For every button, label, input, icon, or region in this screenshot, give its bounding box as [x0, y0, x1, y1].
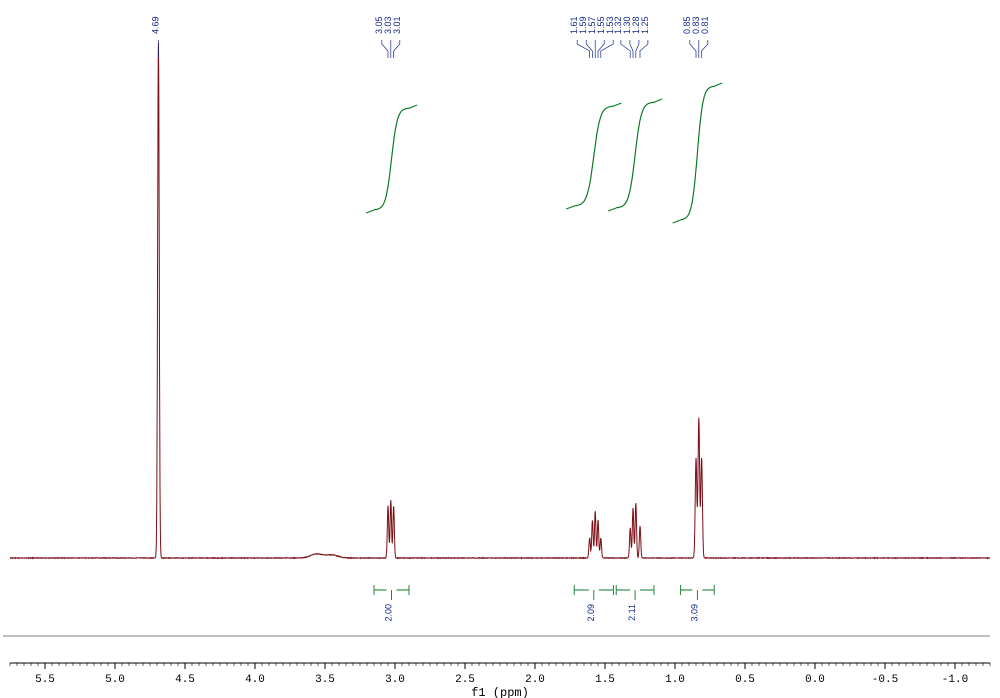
peak-label: 4.69: [150, 16, 160, 34]
integral-value: 2.11: [627, 604, 637, 621]
x-tick-label: 0.5: [735, 674, 755, 686]
peak-label: 3.01: [392, 16, 402, 34]
x-tick-label: 2.5: [455, 674, 475, 686]
x-tick-label: 3.5: [315, 674, 335, 686]
integral-value: 2.00: [384, 604, 394, 622]
integral-bracket: [616, 585, 654, 600]
integral-bracket: [374, 585, 409, 600]
integral-bracket: [681, 585, 715, 600]
peak-connector: [702, 40, 708, 58]
integral-curve: [608, 99, 662, 211]
peak-connector: [621, 40, 630, 58]
x-tick-label: -1.0: [942, 674, 968, 686]
x-tick-label: -0.5: [872, 674, 898, 686]
spectrum-svg: 4.693.053.033.011.611.591.571.551.531.32…: [0, 0, 1000, 698]
x-tick-label: 5.5: [35, 674, 55, 686]
peak-connector: [601, 40, 613, 58]
x-tick-label: 2.0: [525, 674, 545, 686]
x-tick-label: 5.0: [105, 674, 125, 686]
x-tick-label: 0.0: [805, 674, 825, 686]
nmr-spectrum-plot: { "chart": { "type": "nmr-spectrum", "wi…: [0, 0, 1000, 698]
peak-connector: [394, 40, 400, 58]
x-tick-label: 4.5: [175, 674, 195, 686]
peak-label: 1.25: [640, 16, 650, 34]
x-tick-label: 1.5: [595, 674, 615, 686]
peak-connector: [636, 40, 639, 58]
integral-curve: [673, 83, 723, 223]
x-tick-label: 3.0: [385, 674, 405, 686]
integral-bracket: [574, 585, 613, 600]
spectrum-trace: [10, 43, 990, 558]
peak-connector: [640, 40, 648, 58]
x-axis-title: f1 (ppm): [471, 686, 529, 698]
integral-value: 2.09: [586, 604, 596, 622]
integral-value: 3.09: [689, 604, 699, 622]
peak-connector: [382, 40, 388, 58]
x-tick-label: 4.0: [245, 674, 265, 686]
integral-curve: [566, 103, 621, 209]
x-tick-label: 1.0: [665, 674, 685, 686]
integral-curve: [366, 105, 417, 213]
peak-label: 0.81: [700, 16, 710, 34]
peak-connector: [577, 40, 589, 58]
peak-connector: [690, 40, 696, 58]
